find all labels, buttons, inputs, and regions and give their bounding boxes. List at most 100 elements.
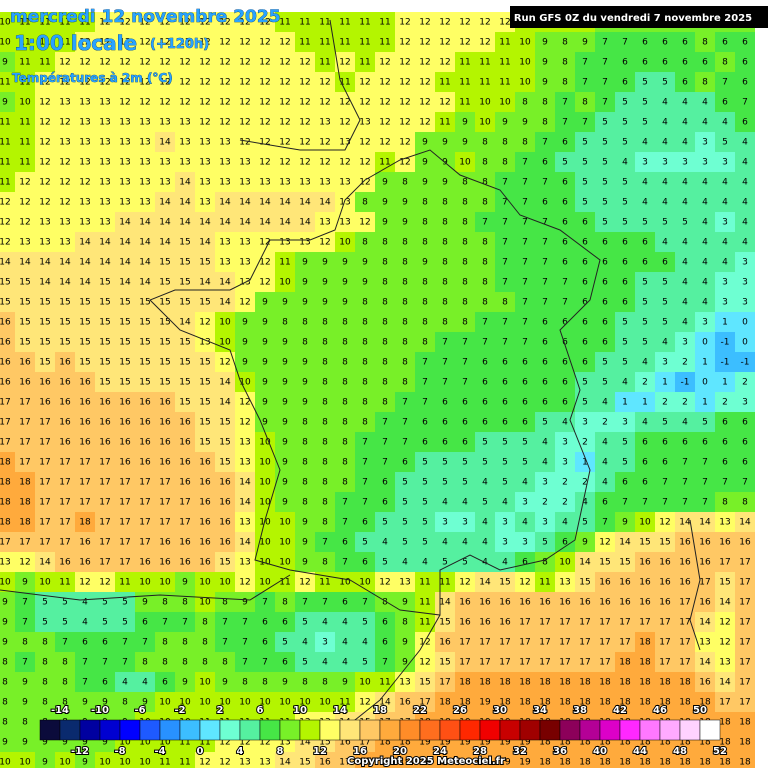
temperature-value: 11 xyxy=(439,578,450,588)
temperature-value: 6 xyxy=(142,618,148,628)
temperature-value: 13 xyxy=(199,138,210,148)
temperature-value: 18 xyxy=(499,678,511,688)
colorbar-label: 22 xyxy=(413,705,427,716)
temperature-value: 8 xyxy=(222,658,228,668)
temperature-value: 8 xyxy=(262,678,268,688)
temperature-value: 8 xyxy=(42,678,48,688)
temperature-cell xyxy=(55,72,75,92)
temperature-value: 8 xyxy=(302,458,308,468)
temperature-value: 8 xyxy=(422,218,428,228)
temperature-cell xyxy=(115,292,135,312)
temperature-value: 15 xyxy=(19,278,30,288)
temperature-cell xyxy=(715,252,735,272)
colorbar-label: 18 xyxy=(373,705,387,716)
temperature-cell xyxy=(235,52,255,72)
temperature-cell xyxy=(135,72,155,92)
temperature-cell xyxy=(455,232,475,252)
temperature-value: 16 xyxy=(559,598,571,608)
temperature-value: 5 xyxy=(402,518,408,528)
temperature-cell xyxy=(595,52,615,72)
colorbar-label: 6 xyxy=(257,705,264,716)
temperature-value: 17 xyxy=(39,478,50,488)
colorbar-swatch xyxy=(699,719,721,741)
temperature-cell xyxy=(455,12,475,32)
temperature-cell xyxy=(75,92,95,112)
temperature-value: 10 xyxy=(0,578,11,588)
temperature-value: 6 xyxy=(562,178,568,188)
temperature-value: 17 xyxy=(19,398,30,408)
temperature-value: 4 xyxy=(722,178,728,188)
temperature-value: 3 xyxy=(582,418,588,428)
temperature-value: 4 xyxy=(742,138,748,148)
temperature-value: 5 xyxy=(602,158,608,168)
temperature-cell xyxy=(95,192,115,212)
temperature-value: 8 xyxy=(422,238,428,248)
temperature-value: 7 xyxy=(682,458,688,468)
temperature-value: 5 xyxy=(122,618,128,628)
temperature-cell xyxy=(695,132,715,152)
temperature-value: 12 xyxy=(319,78,330,88)
temperature-cell xyxy=(715,52,735,72)
temperature-value: 6 xyxy=(482,378,488,388)
temperature-cell xyxy=(415,232,435,252)
temperature-value: 6 xyxy=(562,238,568,248)
temperature-value: 18 xyxy=(459,678,471,688)
temperature-value: 7 xyxy=(742,98,748,108)
temperature-value: 15 xyxy=(119,338,130,348)
temperature-value: 14 xyxy=(0,258,11,268)
temperature-value: 8 xyxy=(362,338,368,348)
colorbar-swatch xyxy=(259,719,281,741)
temperature-cell xyxy=(255,132,275,152)
temperature-value: 8 xyxy=(302,478,308,488)
colorbar-swatch xyxy=(219,719,241,741)
temperature-value: 17 xyxy=(739,618,750,628)
temperature-value: 17 xyxy=(159,498,170,508)
temperature-value: 12 xyxy=(439,18,450,28)
temperature-value: 15 xyxy=(199,438,210,448)
temperature-value: 4 xyxy=(682,178,688,188)
temperature-cell xyxy=(95,172,115,192)
temperature-value: 6 xyxy=(602,278,608,288)
temperature-cell xyxy=(535,232,555,252)
temperature-value: 5 xyxy=(362,538,368,548)
temperature-value: 4 xyxy=(742,178,748,188)
temperature-value: 4 xyxy=(482,478,488,488)
temperature-value: 9 xyxy=(282,298,288,308)
temperature-value: 8 xyxy=(62,658,68,668)
temperature-value: 16 xyxy=(679,538,691,548)
temperature-cell xyxy=(195,232,215,252)
temperature-value: 17 xyxy=(719,558,730,568)
temperature-value: 5 xyxy=(42,618,48,628)
temperature-value: 17 xyxy=(499,638,510,648)
temperature-value: 12 xyxy=(139,98,150,108)
temperature-value: 7 xyxy=(242,638,248,648)
temperature-value: 18 xyxy=(599,678,611,688)
temperature-cell xyxy=(375,112,395,132)
temperature-cell xyxy=(95,152,115,172)
temperature-value: 18 xyxy=(659,758,671,768)
colorbar-swatch xyxy=(99,719,121,741)
temperature-value: 6 xyxy=(662,438,668,448)
temperature-value: 5 xyxy=(362,618,368,628)
temperature-cell xyxy=(275,192,295,212)
temperature-value: 12 xyxy=(119,98,130,108)
temperature-cell xyxy=(15,32,35,52)
temperature-cell xyxy=(395,92,415,112)
temperature-cell xyxy=(75,12,95,32)
temperature-cell xyxy=(455,52,475,72)
temperature-value: 8 xyxy=(482,158,488,168)
temperature-value: 13 xyxy=(139,158,150,168)
temperature-value: 12 xyxy=(199,318,210,328)
temperature-value: 5 xyxy=(402,478,408,488)
temperature-value: 11 xyxy=(0,158,11,168)
temperature-value: 14 xyxy=(199,218,211,228)
temperature-cell xyxy=(635,292,655,312)
temperature-value: 7 xyxy=(382,418,388,428)
temperature-value: 9 xyxy=(2,598,8,608)
temperature-value: 12 xyxy=(259,98,270,108)
temperature-cell xyxy=(715,192,735,212)
temperature-value: 5 xyxy=(462,478,468,488)
temperature-cell xyxy=(315,272,335,292)
temperature-value: 17 xyxy=(579,658,590,668)
temperature-value: 5 xyxy=(482,498,488,508)
